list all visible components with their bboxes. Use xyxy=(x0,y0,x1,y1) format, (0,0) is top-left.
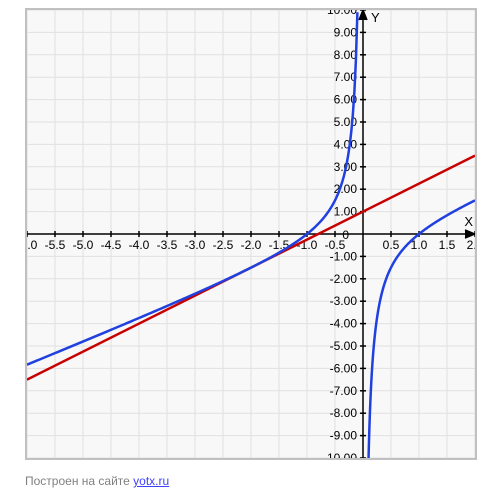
credit-prefix: Построен на сайте xyxy=(25,474,133,488)
x-tick-label: -5.0 xyxy=(73,238,94,252)
y-tick-label: 8.00 xyxy=(334,48,358,62)
series-curve-left xyxy=(27,12,357,364)
x-tick-label: 0.5 xyxy=(383,238,400,252)
y-tick-label: -2.00 xyxy=(330,272,358,286)
x-tick-label: -2.0 xyxy=(241,238,262,252)
y-tick-label: -5.00 xyxy=(330,339,358,353)
x-tick-label: -3.5 xyxy=(157,238,178,252)
x-tick-label: -3.0 xyxy=(185,238,206,252)
y-tick-label: 10.00 xyxy=(327,10,357,17)
y-tick-label: -7.00 xyxy=(330,384,358,398)
x-axis-label: X xyxy=(464,214,473,229)
y-tick-label: -10.00 xyxy=(323,451,357,458)
origin-label: 0 xyxy=(342,228,349,242)
chart-container: X Y -6.0 -5.5 -5.0 -4.5 -4.0 -3.5 -3.0 -2.5 -2.0 -1… xyxy=(0,0,500,502)
y-tick-label: 9.00 xyxy=(334,25,358,39)
plot-area: X Y -6.0 -5.5 -5.0 -4.5 -4.0 -3.5 -3.0 -2.5 -2.0 -1… xyxy=(25,8,477,460)
x-tick-label: -4.5 xyxy=(101,238,122,252)
plot-svg: X Y -6.0 -5.5 -5.0 -4.5 -4.0 -3.5 -3.0 -2.5 -2.0 -1… xyxy=(27,10,475,458)
y-tick-label: -1.00 xyxy=(330,249,358,263)
y-axis-label: Y xyxy=(371,10,380,25)
x-tick-label: 2.0 xyxy=(467,238,475,252)
y-tick-label: -9.00 xyxy=(330,429,358,443)
x-tick-label: -5.5 xyxy=(45,238,66,252)
y-tick-label: -4.00 xyxy=(330,317,358,331)
y-tick-label: -8.00 xyxy=(330,406,358,420)
y-tick-label: 4.00 xyxy=(334,137,358,151)
x-tick-label: 1.5 xyxy=(439,238,456,252)
credit-link[interactable]: yotx.ru xyxy=(133,474,169,488)
x-tick-label: -4.0 xyxy=(129,238,150,252)
y-tick-label: -3.00 xyxy=(330,294,358,308)
credit-line: Построен на сайте yotx.ru xyxy=(25,474,169,488)
y-tick-label: -6.00 xyxy=(330,361,358,375)
x-tick-label: -6.0 xyxy=(27,238,38,252)
x-tick-label: -2.5 xyxy=(213,238,234,252)
